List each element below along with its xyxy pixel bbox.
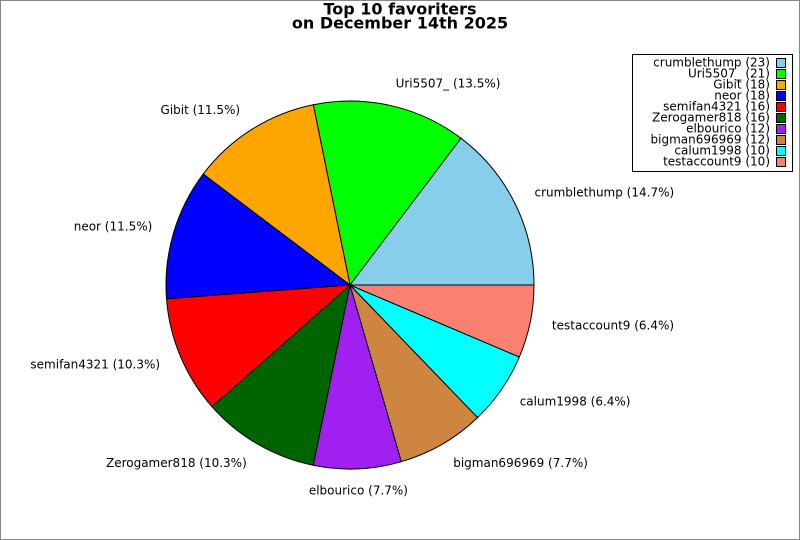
legend-box xyxy=(632,54,793,172)
pie-slice xyxy=(349,284,535,358)
legend-label: Gibit (18) xyxy=(713,78,770,92)
pie-slice xyxy=(165,173,352,300)
slice-label: semifan4321 (10.3%) xyxy=(30,358,160,372)
pie-slice xyxy=(211,283,351,466)
pie-slice xyxy=(312,100,462,287)
legend-swatch xyxy=(776,58,786,68)
pie-slice xyxy=(165,284,352,408)
legend-swatch xyxy=(776,135,786,145)
slice-label: Gibit (11.5%) xyxy=(161,103,241,117)
legend-swatch xyxy=(776,124,786,134)
slice-label: crumblethump (14.7%) xyxy=(534,186,674,200)
slice-label: neor (11.5%) xyxy=(74,219,153,233)
legend-swatch xyxy=(776,91,786,101)
chart-subtitle: on December 14th 2025 xyxy=(292,14,508,33)
legend-swatch xyxy=(776,80,786,90)
slice-label: Uri5507_ (13.5%) xyxy=(396,77,501,91)
legend-swatch xyxy=(776,102,786,112)
legend-swatch xyxy=(776,113,786,123)
legend-label: crumblethump (23) xyxy=(653,56,770,70)
slice-label: calum1998 (6.4%) xyxy=(520,394,631,408)
legend-label: calum1998 (10) xyxy=(674,144,770,158)
slice-label: testaccount9 (6.4%) xyxy=(552,319,674,333)
slice-label: Zerogamer818 (10.3%) xyxy=(106,456,247,470)
slice-label: bigman696969 (7.7%) xyxy=(453,456,588,470)
legend-swatch xyxy=(776,146,786,156)
legend-label: elbourico (12) xyxy=(686,122,770,136)
legend-label: bigman696969 (12) xyxy=(651,133,770,147)
legend-label: semifan4321 (16) xyxy=(663,100,770,114)
pie-slice xyxy=(202,104,351,287)
legend-swatch xyxy=(776,69,786,79)
chart-title: Top 10 favoriters xyxy=(323,0,476,19)
legend-label: Zerogamer818 (16) xyxy=(652,111,770,125)
legend-swatch xyxy=(776,157,786,167)
legend-label: Uri5507_ (21) xyxy=(688,67,770,81)
legend-label: neor (18) xyxy=(714,89,770,103)
legend-label: testaccount9 (10) xyxy=(663,155,770,169)
pie-slice xyxy=(348,137,535,286)
slice-label: elbourico (7.7%) xyxy=(309,483,408,497)
